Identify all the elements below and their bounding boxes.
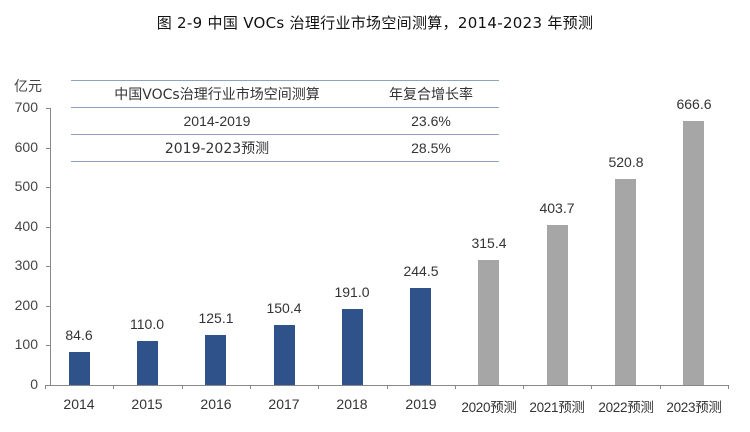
table-period: 2014-2019 [71, 107, 363, 135]
y-tick [46, 306, 50, 307]
y-tick-label: 700 [14, 99, 38, 115]
chart-title: 图 2-9 中国 VOCs 治理行业市场空间测算，2014-2023 年预测 [156, 14, 594, 32]
x-tick [318, 385, 319, 389]
table-cagr-value: 23.6% [363, 107, 499, 135]
y-tick [46, 148, 50, 149]
y-tick [46, 187, 50, 188]
value-label: 403.7 [539, 200, 575, 216]
table-cagr-value: 28.5% [363, 134, 499, 162]
bar-2018 [342, 309, 363, 385]
bar-2020预测 [478, 260, 499, 385]
x-tick [523, 385, 524, 389]
x-tick-label: 2014 [63, 396, 95, 412]
table-row: 2019-2023预测 28.5% [71, 134, 499, 162]
bar-2021预测 [547, 225, 568, 385]
x-tick [728, 385, 729, 389]
y-axis-unit: 亿元 [14, 79, 42, 95]
value-label: 666.6 [676, 96, 712, 112]
x-tick [387, 385, 388, 389]
table-row: 2014-2019 23.6% [71, 107, 499, 135]
y-tick [46, 345, 50, 346]
table-header-cagr: 年复合增长率 [363, 80, 499, 108]
y-tick [46, 108, 50, 109]
value-label: 520.8 [608, 154, 644, 170]
y-tick-label: 400 [14, 218, 38, 234]
x-tick-label: 2020预测 [461, 400, 517, 415]
y-tick [46, 385, 50, 386]
table-header-title: 中国VOCs治理行业市场空间测算 [71, 80, 363, 108]
x-tick [455, 385, 456, 389]
bar-2014 [69, 352, 90, 385]
value-label: 84.6 [65, 327, 93, 343]
x-tick-label: 2017 [268, 396, 300, 412]
value-label: 125.1 [198, 310, 234, 326]
x-tick [113, 385, 114, 389]
bar-2015 [137, 341, 158, 385]
x-tick [660, 385, 661, 389]
x-tick-label: 2023预测 [666, 400, 722, 415]
y-tick-label: 100 [14, 336, 38, 352]
x-tick-label: 2015 [131, 396, 163, 412]
x-tick [591, 385, 592, 389]
table-period: 2019-2023预测 [71, 134, 363, 162]
bar-2023预测 [683, 121, 704, 385]
y-tick-label: 300 [14, 257, 38, 273]
bar-2016 [205, 335, 226, 385]
value-label: 150.4 [266, 300, 302, 316]
value-label: 191.0 [334, 284, 370, 300]
x-tick [182, 385, 183, 389]
value-label: 315.4 [471, 235, 507, 251]
y-tick-label: 200 [14, 297, 38, 313]
y-tick-label: 500 [14, 178, 38, 194]
value-label: 244.5 [403, 263, 439, 279]
value-label: 110.0 [130, 316, 164, 332]
x-tick-label: 2019 [405, 396, 437, 412]
bar-2019 [410, 288, 431, 385]
bar-2017 [274, 325, 295, 385]
x-tick [45, 385, 46, 389]
x-tick-label: 2021预测 [529, 400, 585, 415]
y-tick [46, 227, 50, 228]
x-tick [250, 385, 251, 389]
x-tick-label: 2016 [200, 396, 232, 412]
y-tick-label: 600 [14, 139, 38, 155]
bar-2022预测 [615, 179, 636, 385]
y-axis [50, 108, 51, 386]
x-tick-label: 2022预测 [598, 400, 654, 415]
y-tick [46, 266, 50, 267]
cagr-table-header: 中国VOCs治理行业市场空间测算 年复合增长率 [71, 80, 499, 108]
y-tick-label: 0 [30, 376, 38, 392]
x-tick-label: 2018 [336, 396, 368, 412]
cagr-table: 中国VOCs治理行业市场空间测算 年复合增长率 2014-2019 23.6% … [71, 80, 499, 162]
